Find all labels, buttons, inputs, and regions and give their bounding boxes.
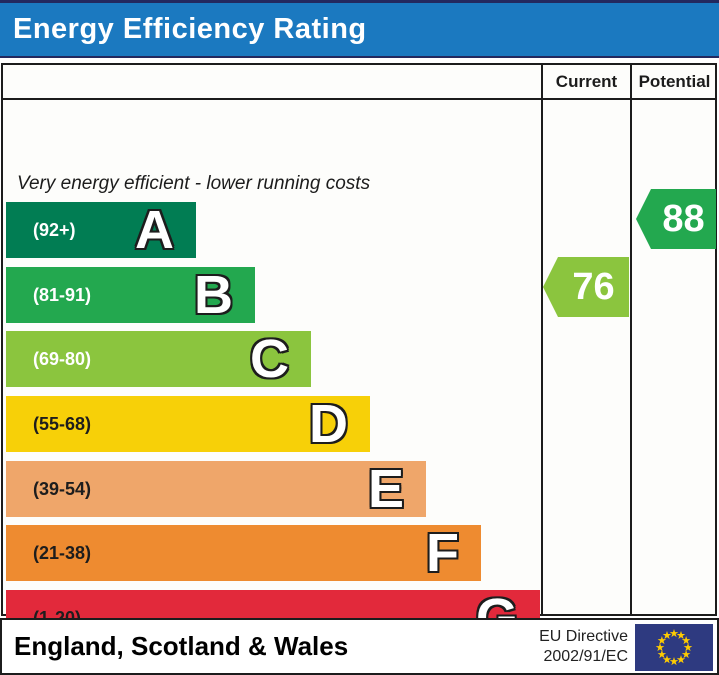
band-e-range: (39-54) [33, 478, 92, 499]
band-d: (55-68) D [6, 396, 370, 452]
band-c-range: (69-80) [33, 348, 92, 369]
header-row-divider [1, 98, 717, 100]
band-f: (21-38) F [6, 525, 481, 581]
band-d-range: (55-68) [33, 413, 92, 434]
band-d-letter: D [309, 394, 348, 454]
current-rating-arrow: 76 [543, 257, 629, 317]
current-column-header: Current [555, 71, 618, 91]
band-b-range: (81-91) [33, 284, 92, 305]
band-a: (92+) A [6, 202, 196, 258]
band-a-letter: A [135, 200, 174, 260]
band-a-range: (92+) [33, 219, 76, 240]
potential-column-header: Potential [638, 71, 711, 91]
current-rating-value: 76 [572, 265, 615, 308]
band-f-letter: F [426, 523, 459, 583]
eu-flag-icon [635, 624, 713, 671]
potential-rating-arrow: 88 [636, 189, 716, 249]
band-b-letter: B [194, 265, 233, 325]
current-column-divider [541, 63, 543, 616]
rating-table: Very energy efficient - lower running co… [1, 63, 717, 675]
band-e-letter: E [367, 459, 404, 519]
band-c: (69-80) C [6, 331, 311, 387]
page-title: Energy Efficiency Rating [13, 13, 367, 45]
eu-directive-line1: EU Directive [539, 627, 628, 645]
footer-bar: England, Scotland & Wales EU Directive 2… [0, 618, 719, 675]
band-b: (81-91) B [6, 267, 255, 323]
top-note: Very energy efficient - lower running co… [17, 173, 371, 194]
eu-directive-label: EU Directive 2002/91/EC [539, 620, 628, 673]
title-bar: Energy Efficiency Rating [0, 0, 719, 58]
region-label: England, Scotland & Wales [14, 631, 349, 661]
potential-column-divider [630, 63, 632, 616]
band-c-letter: C [250, 329, 289, 389]
band-e: (39-54) E [6, 461, 426, 517]
eu-directive-line2: 2002/91/EC [543, 647, 628, 665]
potential-rating-value: 88 [662, 197, 705, 240]
band-f-range: (21-38) [33, 542, 92, 563]
